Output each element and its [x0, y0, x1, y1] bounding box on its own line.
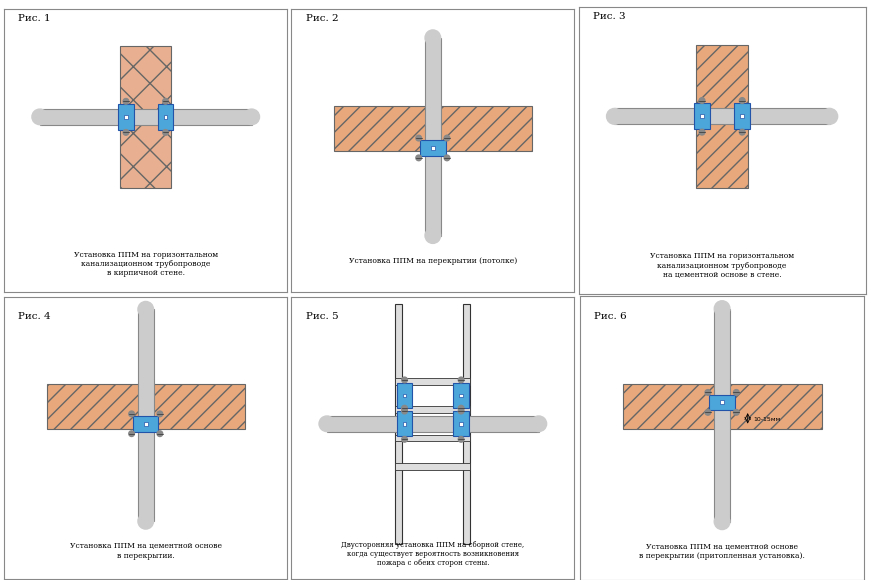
Circle shape [699, 97, 704, 103]
Bar [157, 104, 173, 129]
Bar [334, 106, 531, 151]
Circle shape [425, 30, 440, 45]
Bar [453, 383, 468, 408]
Circle shape [444, 135, 449, 141]
Circle shape [401, 377, 407, 383]
Bar [720, 400, 723, 404]
Bar [420, 140, 445, 156]
Bar [402, 422, 406, 426]
Circle shape [123, 129, 129, 135]
Text: Установка ППМ на перекрытии (потолке): Установка ППМ на перекрытии (потолке) [348, 257, 516, 265]
Circle shape [458, 377, 463, 383]
Circle shape [129, 431, 134, 437]
Circle shape [713, 301, 729, 317]
Bar [614, 108, 829, 124]
Circle shape [138, 513, 153, 529]
Bar [395, 463, 470, 470]
Circle shape [444, 155, 449, 161]
Bar [453, 411, 468, 437]
Circle shape [739, 129, 744, 135]
Bar [138, 309, 153, 521]
Text: Установка ППМ на горизонтальном
канализационном трубопроводе
на цементной основе: Установка ППМ на горизонтальном канализа… [649, 252, 793, 279]
Bar [395, 406, 470, 413]
Bar [695, 45, 747, 188]
Text: Рис. 1: Рис. 1 [18, 14, 51, 23]
Circle shape [401, 408, 407, 414]
Bar [395, 434, 470, 441]
Bar [622, 384, 820, 429]
Text: Установка ППМ на цементной основе
в перекрытии (притопленная установка).: Установка ППМ на цементной основе в пере… [639, 543, 804, 560]
Circle shape [163, 99, 169, 104]
Bar [700, 114, 703, 118]
Circle shape [415, 155, 421, 161]
Bar [120, 46, 171, 187]
Text: Рис. 4: Рис. 4 [18, 312, 51, 321]
Bar [459, 394, 462, 397]
Circle shape [32, 109, 48, 125]
Bar [133, 416, 158, 432]
Bar [733, 103, 749, 129]
Bar [118, 104, 134, 129]
Circle shape [123, 99, 129, 104]
Bar [708, 394, 734, 410]
Text: Рис. 5: Рис. 5 [305, 312, 338, 321]
Circle shape [739, 97, 744, 103]
Text: Установка ППМ на горизонтальном
канализационном трубопроводе
в кирпичной стене.: Установка ППМ на горизонтальном канализа… [74, 251, 217, 277]
Bar [396, 383, 412, 408]
Bar [396, 411, 412, 437]
Circle shape [156, 411, 163, 416]
Circle shape [425, 228, 440, 244]
Circle shape [530, 416, 546, 432]
Circle shape [138, 302, 153, 317]
Circle shape [458, 408, 463, 414]
Circle shape [163, 129, 169, 135]
Text: Рис. 2: Рис. 2 [305, 14, 338, 23]
Text: Рис. 3: Рис. 3 [593, 12, 625, 21]
Text: Установка ППМ на цементной основе
в перекрытии.: Установка ППМ на цементной основе в пере… [70, 542, 222, 560]
Circle shape [704, 390, 710, 396]
Circle shape [458, 405, 463, 411]
Text: Рис. 6: Рис. 6 [594, 311, 627, 321]
Circle shape [733, 409, 739, 415]
Circle shape [401, 405, 407, 411]
Bar [693, 103, 709, 129]
Circle shape [156, 431, 163, 437]
Circle shape [713, 514, 729, 530]
Bar [143, 422, 148, 426]
Circle shape [415, 135, 421, 141]
Bar [40, 109, 251, 125]
Circle shape [401, 437, 407, 442]
Bar [459, 422, 462, 426]
Bar [327, 416, 538, 432]
Circle shape [606, 108, 621, 124]
Text: 10-15мм: 10-15мм [753, 417, 779, 422]
Circle shape [699, 129, 704, 135]
Bar [124, 115, 128, 119]
Circle shape [458, 437, 463, 442]
Circle shape [129, 411, 134, 416]
Bar [462, 303, 470, 544]
Bar [47, 384, 244, 429]
Bar [402, 394, 406, 397]
Bar [740, 114, 743, 118]
Text: Двусторонняя установка ППМ на сборной стене,
когда существует вероятность возник: Двусторонняя установка ППМ на сборной ст… [341, 541, 524, 567]
Circle shape [821, 108, 837, 124]
Circle shape [733, 390, 739, 396]
Bar [430, 146, 434, 150]
Bar [395, 303, 402, 544]
Circle shape [319, 416, 335, 432]
Bar [163, 115, 167, 119]
Circle shape [243, 109, 259, 125]
Bar [713, 309, 729, 522]
Bar [395, 378, 470, 385]
Bar [425, 38, 440, 235]
Circle shape [704, 409, 710, 415]
